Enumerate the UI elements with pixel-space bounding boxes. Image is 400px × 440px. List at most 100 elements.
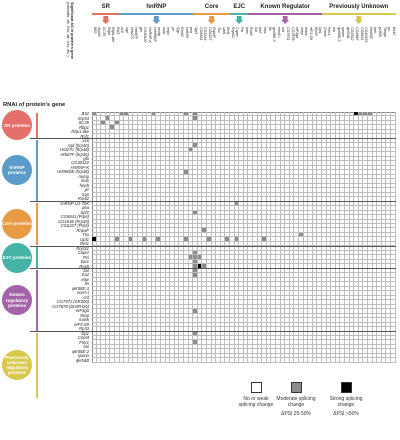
matrix-cell-none (170, 174, 175, 180)
matrix-cell-none (161, 174, 166, 180)
matrix-cell-none (101, 174, 106, 180)
matrix-cell-none (220, 188, 226, 193)
matrix-cell-none (179, 188, 184, 193)
matrix-cell-none (280, 134, 286, 139)
row-label: spoon (77, 353, 89, 359)
matrix-cell-moderate (115, 120, 120, 126)
matrix-cell-none (377, 174, 382, 180)
matrix-cell-none (138, 143, 143, 148)
matrix-cell-none (257, 143, 263, 148)
matrix-cell-none (349, 125, 355, 130)
matrix-cell-none (294, 138, 299, 144)
matrix-cell-none (133, 147, 138, 153)
matrix-cell-none (174, 188, 180, 193)
matrix-cell-none (262, 170, 267, 175)
matrix-cell-none (133, 161, 138, 166)
matrix-cell-none (312, 183, 318, 189)
column-label: Hrb87F (134, 27, 139, 39)
matrix-cell-none (349, 152, 355, 157)
matrix-cell-none (147, 147, 152, 153)
matrix-cell-none (179, 174, 184, 180)
matrix-cell-none (202, 179, 207, 184)
row-group-circle: hnRNP proteins (2, 155, 32, 186)
matrix-cell-none (368, 143, 373, 148)
matrix-cell-none (345, 161, 350, 166)
row-label: SC35 (78, 120, 89, 126)
matrix-cell-none (322, 152, 327, 157)
matrix-cell-none (96, 116, 102, 121)
matrix-cell-none (115, 170, 120, 175)
matrix-cell-none (142, 129, 148, 135)
matrix-cell-none (253, 161, 258, 166)
matrix-cell-none (207, 116, 212, 121)
column-group-bar (322, 13, 396, 15)
matrix-cell-none (294, 116, 299, 121)
matrix-cell-none (257, 188, 263, 193)
matrix-cell-none (110, 112, 115, 117)
column-label: eIF3ga (295, 27, 300, 39)
matrix-cell-none (354, 179, 359, 184)
matrix-cell-none (308, 116, 313, 121)
matrix-cell-none (303, 134, 309, 139)
matrix-cell-none (220, 112, 226, 117)
column-group-arrow-icon (235, 16, 244, 24)
matrix-cell-none (248, 147, 253, 153)
matrix-cell-moderate (184, 112, 189, 117)
row-label: Sxl (83, 268, 89, 273)
matrix-cell-none (92, 143, 97, 148)
matrix-cell-none (156, 138, 161, 144)
matrix-cell-none (96, 138, 102, 144)
matrix-cell-none (138, 183, 143, 189)
matrix-cell-none (165, 152, 171, 157)
matrix-cell-none (211, 143, 217, 148)
matrix-cell-none (197, 152, 203, 157)
matrix-cell-none (101, 192, 106, 198)
matrix-cell-none (225, 188, 230, 193)
matrix-cell-none (340, 143, 345, 148)
matrix-cell-none (142, 112, 148, 117)
matrix-cell-none (197, 174, 203, 180)
matrix-cell-none (303, 143, 309, 148)
matrix-cell-none (115, 179, 120, 184)
matrix-cell-none (165, 138, 171, 144)
matrix-cell-none (138, 174, 143, 180)
matrix-cell-none (92, 161, 97, 166)
matrix-cell-none (243, 134, 249, 139)
matrix-cell-none (161, 183, 166, 189)
matrix-cell-none (368, 152, 373, 157)
matrix-cell-none (326, 120, 332, 126)
matrix-cell-none (225, 112, 230, 117)
matrix-cell-none (96, 134, 102, 139)
matrix-cell-none (119, 188, 125, 193)
matrix-cell-none (299, 152, 304, 157)
matrix-cell-none (243, 183, 249, 189)
matrix-cell-none (202, 170, 207, 175)
matrix-cell-none (147, 112, 152, 117)
matrix-cell-none (96, 152, 102, 157)
matrix-cell-none (386, 134, 391, 139)
matrix-cell-none (151, 183, 157, 189)
matrix-cell-none (317, 161, 322, 166)
matrix-cell-none (326, 156, 332, 162)
matrix-cell-none (105, 170, 111, 175)
column-group-bar (119, 13, 194, 15)
matrix-cell-none (161, 156, 166, 162)
matrix-cell-moderate (188, 147, 194, 153)
column-label: CG8451 (359, 27, 364, 41)
matrix-cell-none (386, 188, 391, 193)
row-label: Rsf1 (80, 133, 89, 139)
matrix-cell-none (234, 116, 240, 121)
matrix-cell-none (248, 134, 253, 139)
matrix-cell-none (391, 183, 396, 189)
matrix-cell-none (308, 188, 313, 193)
matrix-cell-none (331, 188, 336, 193)
matrix-cell-none (128, 179, 134, 184)
matrix-cell-none (197, 138, 203, 144)
row-label: Tsu (82, 232, 89, 238)
matrix-cell-none (349, 112, 355, 117)
matrix-cell-none (124, 143, 129, 148)
matrix-cell-none (262, 112, 267, 117)
matrix-cell-none (101, 183, 106, 189)
matrix-cell-none (119, 183, 125, 189)
matrix-cell-none (202, 129, 207, 135)
